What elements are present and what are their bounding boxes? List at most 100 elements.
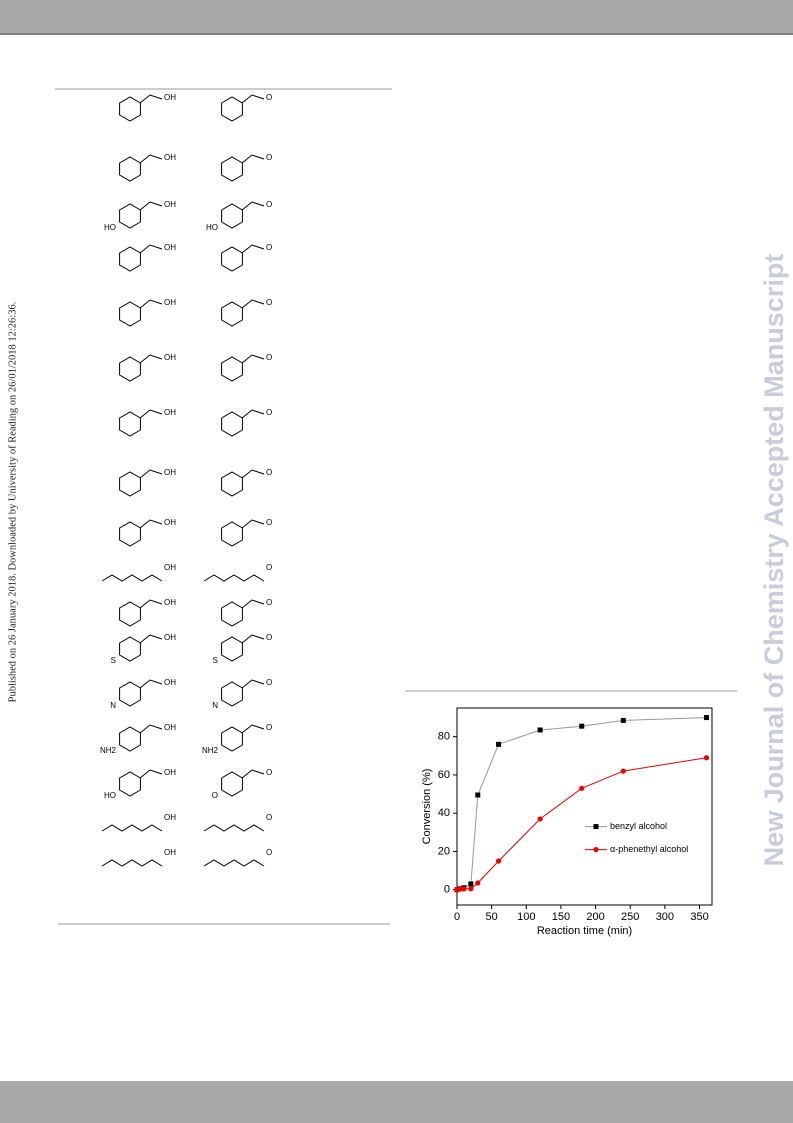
atom-label: O — [266, 153, 272, 162]
atom-label: O — [266, 200, 272, 209]
bond — [241, 201, 265, 211]
point — [461, 886, 467, 892]
bond — [241, 519, 265, 529]
x-tick-label: 200 — [586, 911, 604, 923]
atom-label: OH — [164, 93, 176, 102]
legend-symbol — [593, 824, 599, 830]
atom-label: O — [266, 768, 272, 777]
chain-bond — [101, 859, 163, 867]
point — [703, 755, 710, 761]
chain-bond — [203, 824, 265, 832]
ring — [221, 601, 243, 627]
point — [537, 816, 543, 822]
plot-frame — [456, 707, 713, 906]
atom-label: O — [266, 813, 272, 822]
atom-label: OH — [164, 298, 176, 307]
ring — [221, 411, 243, 437]
atom-label: HO — [206, 223, 218, 232]
legend-symbol — [593, 846, 599, 853]
bond — [139, 154, 163, 164]
point — [495, 858, 502, 864]
point — [475, 880, 481, 886]
bond — [241, 724, 265, 734]
chain-bond — [203, 859, 265, 867]
ring — [221, 471, 243, 497]
bond — [139, 769, 163, 779]
atom-label: S — [213, 656, 218, 665]
x-tick-label: 250 — [621, 911, 639, 923]
ring — [119, 356, 141, 382]
ring — [221, 521, 243, 547]
ring — [119, 471, 141, 497]
bond — [241, 634, 265, 644]
atom-label: O — [266, 598, 272, 607]
ring — [119, 681, 141, 707]
bond — [241, 599, 265, 609]
atom-label: O — [266, 848, 272, 857]
footer-bar — [0, 1081, 793, 1090]
point — [703, 715, 709, 721]
legend-label: α-phenethyl alcohol — [610, 844, 688, 854]
chain-bond — [203, 574, 265, 582]
atom-label: O — [212, 791, 218, 800]
ring — [119, 203, 141, 229]
ring — [119, 601, 141, 627]
point — [475, 792, 481, 798]
point — [537, 727, 543, 733]
atom-label: NH2 — [100, 746, 117, 755]
legend-label: benzyl alcohol — [610, 821, 667, 831]
sidebar-right: New Journal of Chemistry Accepted Manusc… — [759, 254, 789, 867]
atom-label: OH — [164, 678, 176, 687]
atom-label: O — [266, 563, 272, 572]
atom-label: O — [266, 518, 272, 527]
ring — [221, 726, 243, 752]
ring — [119, 726, 141, 752]
ring — [221, 771, 243, 797]
y-axis-label: Conversion (%) — [421, 769, 433, 845]
ring — [221, 301, 243, 327]
point — [579, 723, 585, 729]
bond — [139, 244, 163, 254]
atom-label: OH — [164, 633, 176, 642]
header-bar — [0, 0, 793, 33]
atom-label: NH2 — [202, 746, 219, 755]
bond — [139, 409, 163, 419]
bond — [241, 354, 265, 364]
x-tick-label: 0 — [454, 911, 460, 923]
sidebar-left: Published on 26 January 2018. Downloaded… — [7, 302, 18, 703]
point — [620, 768, 626, 774]
ring — [119, 411, 141, 437]
x-tick-label: 100 — [517, 911, 535, 923]
point — [579, 785, 585, 791]
atom-label: O — [266, 243, 272, 252]
x-tick-label: 300 — [656, 911, 674, 923]
x-tick-label: 350 — [690, 911, 708, 923]
ring — [221, 96, 243, 122]
atom-label: O — [266, 93, 272, 102]
ring — [221, 203, 243, 229]
x-axis-label: Reaction time (min) — [537, 925, 632, 937]
bond — [139, 679, 163, 689]
atom-label: O — [266, 353, 272, 362]
bond — [139, 201, 163, 211]
bond — [139, 94, 163, 104]
y-tick-label: 60 — [438, 769, 450, 781]
atom-label: OH — [164, 353, 176, 362]
atom-label: OH — [164, 563, 176, 572]
atom-label: OH — [164, 518, 176, 527]
ring — [119, 96, 141, 122]
bond — [139, 519, 163, 529]
ring — [119, 771, 141, 797]
footer-bar — [0, 1092, 793, 1123]
ring — [221, 246, 243, 272]
x-tick-label: 50 — [486, 911, 498, 923]
atom-label: O — [266, 633, 272, 642]
ring — [221, 636, 243, 662]
y-tick-label: 20 — [438, 845, 450, 857]
point — [468, 886, 474, 892]
atom-label: OH — [164, 848, 176, 857]
x-tick-label: 150 — [552, 911, 570, 923]
chain-bond — [101, 574, 163, 582]
